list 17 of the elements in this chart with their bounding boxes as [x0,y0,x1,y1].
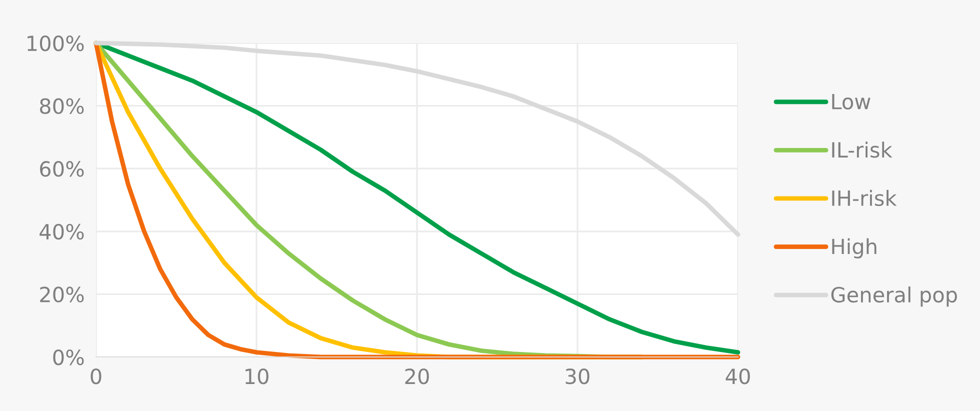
y-tick-label: 80% [40,98,84,114]
legend-label: IL-risk [832,142,892,158]
y-tick-label: 40% [40,224,84,240]
legend-label: IH-risk [832,190,897,206]
y-tick-label: 100% [28,35,84,52]
x-tick-label: 20 [405,368,429,384]
x-tick-label: 40 [726,368,750,384]
line-series [94,40,740,237]
x-tick-label: 0 [90,368,102,384]
x-tick-label: 30 [566,368,590,384]
y-tick-label: 0% [53,349,84,366]
legend-label: General pop [831,286,957,307]
legend-label: High [832,238,876,258]
y-tick-label: 60% [40,161,84,177]
y-tick-label: 20% [40,286,84,302]
legend-label: Low [832,94,870,110]
x-tick-label: 10 [246,368,268,384]
